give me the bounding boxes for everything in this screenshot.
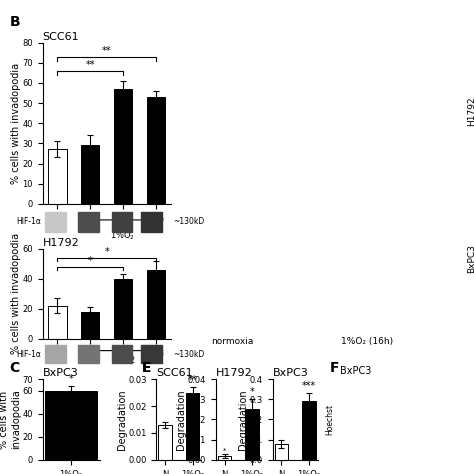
Bar bbox=[158, 425, 172, 460]
Text: normoxia: normoxia bbox=[211, 337, 254, 346]
Bar bbox=[81, 146, 99, 204]
Bar bbox=[114, 89, 132, 204]
Text: H1792: H1792 bbox=[43, 238, 80, 248]
Bar bbox=[141, 212, 162, 231]
Bar bbox=[45, 391, 97, 460]
Bar bbox=[45, 345, 66, 363]
Text: SCC61: SCC61 bbox=[156, 368, 193, 378]
Text: HIF-1α: HIF-1α bbox=[17, 350, 41, 358]
Text: **: ** bbox=[188, 374, 197, 384]
Text: *: * bbox=[223, 448, 226, 454]
Bar bbox=[79, 212, 99, 231]
Bar bbox=[81, 312, 99, 339]
Y-axis label: % cells with invadopodia: % cells with invadopodia bbox=[11, 63, 21, 184]
Bar bbox=[45, 212, 66, 231]
Text: Hoechst: Hoechst bbox=[325, 404, 334, 435]
Bar bbox=[141, 345, 162, 363]
Bar bbox=[112, 212, 132, 231]
Text: 1%O2: 1%O2 bbox=[110, 356, 136, 365]
Text: B: B bbox=[9, 15, 20, 29]
Bar bbox=[114, 279, 132, 339]
Text: *: * bbox=[69, 374, 73, 384]
Text: SCC61: SCC61 bbox=[43, 32, 79, 42]
Text: H1792: H1792 bbox=[216, 368, 253, 378]
Y-axis label: % cells with
invadopodia: % cells with invadopodia bbox=[0, 390, 21, 449]
Bar bbox=[245, 410, 259, 460]
Text: ~130kD: ~130kD bbox=[173, 350, 204, 358]
Bar bbox=[147, 270, 165, 339]
Text: **: ** bbox=[102, 46, 111, 56]
Y-axis label: Degradation: Degradation bbox=[238, 389, 248, 450]
Bar bbox=[147, 97, 165, 204]
Text: BxPC3: BxPC3 bbox=[340, 366, 371, 376]
Text: C: C bbox=[9, 361, 20, 375]
Bar bbox=[274, 444, 288, 460]
Text: ***: *** bbox=[301, 381, 316, 392]
Text: 1%O₂ (16h): 1%O₂ (16h) bbox=[341, 337, 393, 346]
Text: ~130kD: ~130kD bbox=[173, 217, 204, 226]
Text: BxPC3: BxPC3 bbox=[43, 368, 78, 378]
Text: BxPC3: BxPC3 bbox=[467, 244, 474, 273]
Y-axis label: Degradation: Degradation bbox=[117, 389, 127, 450]
Text: E: E bbox=[142, 361, 152, 375]
Bar bbox=[112, 345, 132, 363]
Text: F: F bbox=[329, 361, 339, 375]
Text: HIF-1α: HIF-1α bbox=[17, 217, 41, 226]
Text: 1%O$_2$: 1%O$_2$ bbox=[110, 229, 136, 242]
Text: *: * bbox=[249, 387, 254, 397]
Text: BxPC3: BxPC3 bbox=[273, 368, 308, 378]
Bar bbox=[48, 149, 66, 204]
Y-axis label: Degradation: Degradation bbox=[176, 389, 186, 450]
Text: *: * bbox=[104, 247, 109, 257]
Bar bbox=[302, 401, 316, 460]
Bar bbox=[186, 392, 200, 460]
Y-axis label: % cells with invadopodia: % cells with invadopodia bbox=[11, 233, 21, 355]
Text: H1792: H1792 bbox=[467, 97, 474, 126]
Bar bbox=[218, 456, 231, 460]
Bar bbox=[48, 306, 66, 339]
Text: *: * bbox=[88, 256, 92, 266]
Text: F: F bbox=[142, 361, 152, 375]
Text: **: ** bbox=[85, 60, 95, 70]
Bar bbox=[79, 345, 99, 363]
